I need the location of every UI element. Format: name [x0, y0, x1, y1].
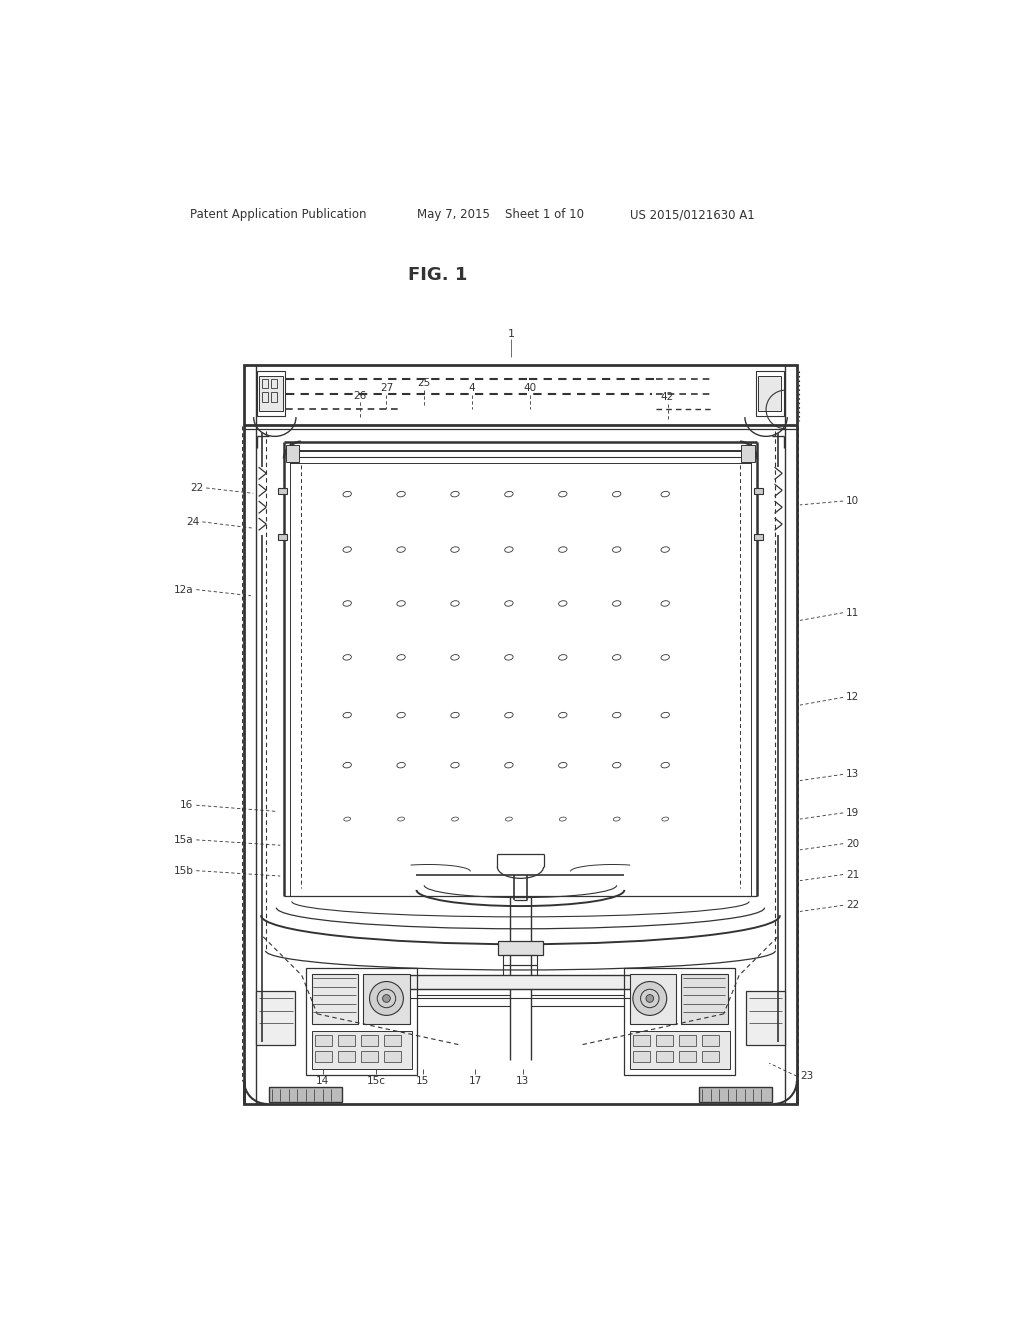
Bar: [256, 991, 294, 1044]
Bar: [277, 535, 287, 540]
Bar: [753, 535, 762, 540]
Text: 16: 16: [179, 800, 193, 810]
Text: 20: 20: [846, 838, 858, 849]
Bar: [701, 1051, 718, 1061]
Text: 22: 22: [190, 483, 203, 492]
Text: 15c: 15c: [367, 1076, 385, 1086]
Bar: [257, 371, 284, 416]
Text: 19: 19: [846, 808, 859, 818]
Bar: [623, 968, 735, 1076]
Bar: [271, 392, 277, 401]
Bar: [753, 488, 762, 494]
Text: 15b: 15b: [173, 866, 193, 875]
Bar: [503, 954, 537, 965]
Bar: [396, 975, 643, 989]
Text: 1: 1: [507, 329, 515, 339]
Bar: [629, 974, 676, 1024]
Bar: [285, 445, 300, 462]
Bar: [679, 1035, 695, 1047]
Text: Sheet 1 of 10: Sheet 1 of 10: [504, 209, 583, 222]
Circle shape: [645, 995, 653, 1002]
Bar: [758, 376, 781, 411]
Text: 4: 4: [468, 383, 475, 393]
Bar: [701, 1035, 718, 1047]
Bar: [268, 1088, 341, 1102]
Text: US 2015/0121630 A1: US 2015/0121630 A1: [629, 209, 754, 222]
Bar: [259, 376, 282, 411]
Text: 14: 14: [316, 1076, 329, 1086]
Bar: [409, 989, 632, 998]
Bar: [384, 1051, 400, 1061]
Text: 15: 15: [416, 1076, 429, 1086]
Bar: [698, 1088, 771, 1102]
Text: 17: 17: [468, 1076, 481, 1086]
Circle shape: [382, 995, 390, 1002]
Bar: [363, 974, 410, 1024]
Text: 21: 21: [846, 870, 859, 879]
Text: 27: 27: [379, 383, 392, 393]
Bar: [315, 1035, 331, 1047]
Bar: [315, 1051, 331, 1061]
Bar: [337, 1051, 355, 1061]
Bar: [312, 1031, 412, 1069]
Text: 13: 13: [516, 1076, 529, 1086]
Circle shape: [632, 982, 666, 1015]
Bar: [384, 1035, 400, 1047]
Text: 26: 26: [353, 391, 366, 400]
Bar: [262, 379, 268, 388]
Text: 12a: 12a: [173, 585, 193, 594]
Text: 24: 24: [185, 517, 199, 527]
Bar: [632, 1051, 649, 1061]
Text: May 7, 2015: May 7, 2015: [417, 209, 489, 222]
Text: 10: 10: [846, 496, 858, 506]
Text: FIG. 1: FIG. 1: [408, 267, 468, 284]
Bar: [361, 1051, 378, 1061]
Bar: [497, 941, 542, 954]
Bar: [271, 379, 277, 388]
Text: 13: 13: [846, 770, 859, 779]
Text: 11: 11: [846, 607, 859, 618]
Bar: [629, 1031, 730, 1069]
Text: 42: 42: [660, 392, 674, 403]
Bar: [632, 1035, 649, 1047]
Bar: [277, 488, 287, 494]
Text: 12: 12: [846, 693, 859, 702]
Text: 40: 40: [524, 383, 536, 393]
Bar: [655, 1035, 673, 1047]
Bar: [244, 364, 796, 1104]
Bar: [741, 445, 754, 462]
Text: Patent Application Publication: Patent Application Publication: [191, 209, 367, 222]
Bar: [337, 1035, 355, 1047]
Bar: [306, 968, 417, 1076]
Bar: [681, 974, 727, 1024]
Text: 22: 22: [846, 900, 859, 911]
Circle shape: [369, 982, 403, 1015]
Bar: [503, 965, 537, 977]
Bar: [361, 1035, 378, 1047]
Text: 25: 25: [417, 379, 430, 388]
Text: 15a: 15a: [173, 834, 193, 845]
Bar: [655, 1051, 673, 1061]
Bar: [755, 371, 783, 416]
Text: 23: 23: [799, 1072, 812, 1081]
Bar: [745, 991, 784, 1044]
Bar: [679, 1051, 695, 1061]
Bar: [262, 392, 268, 401]
Bar: [312, 974, 358, 1024]
